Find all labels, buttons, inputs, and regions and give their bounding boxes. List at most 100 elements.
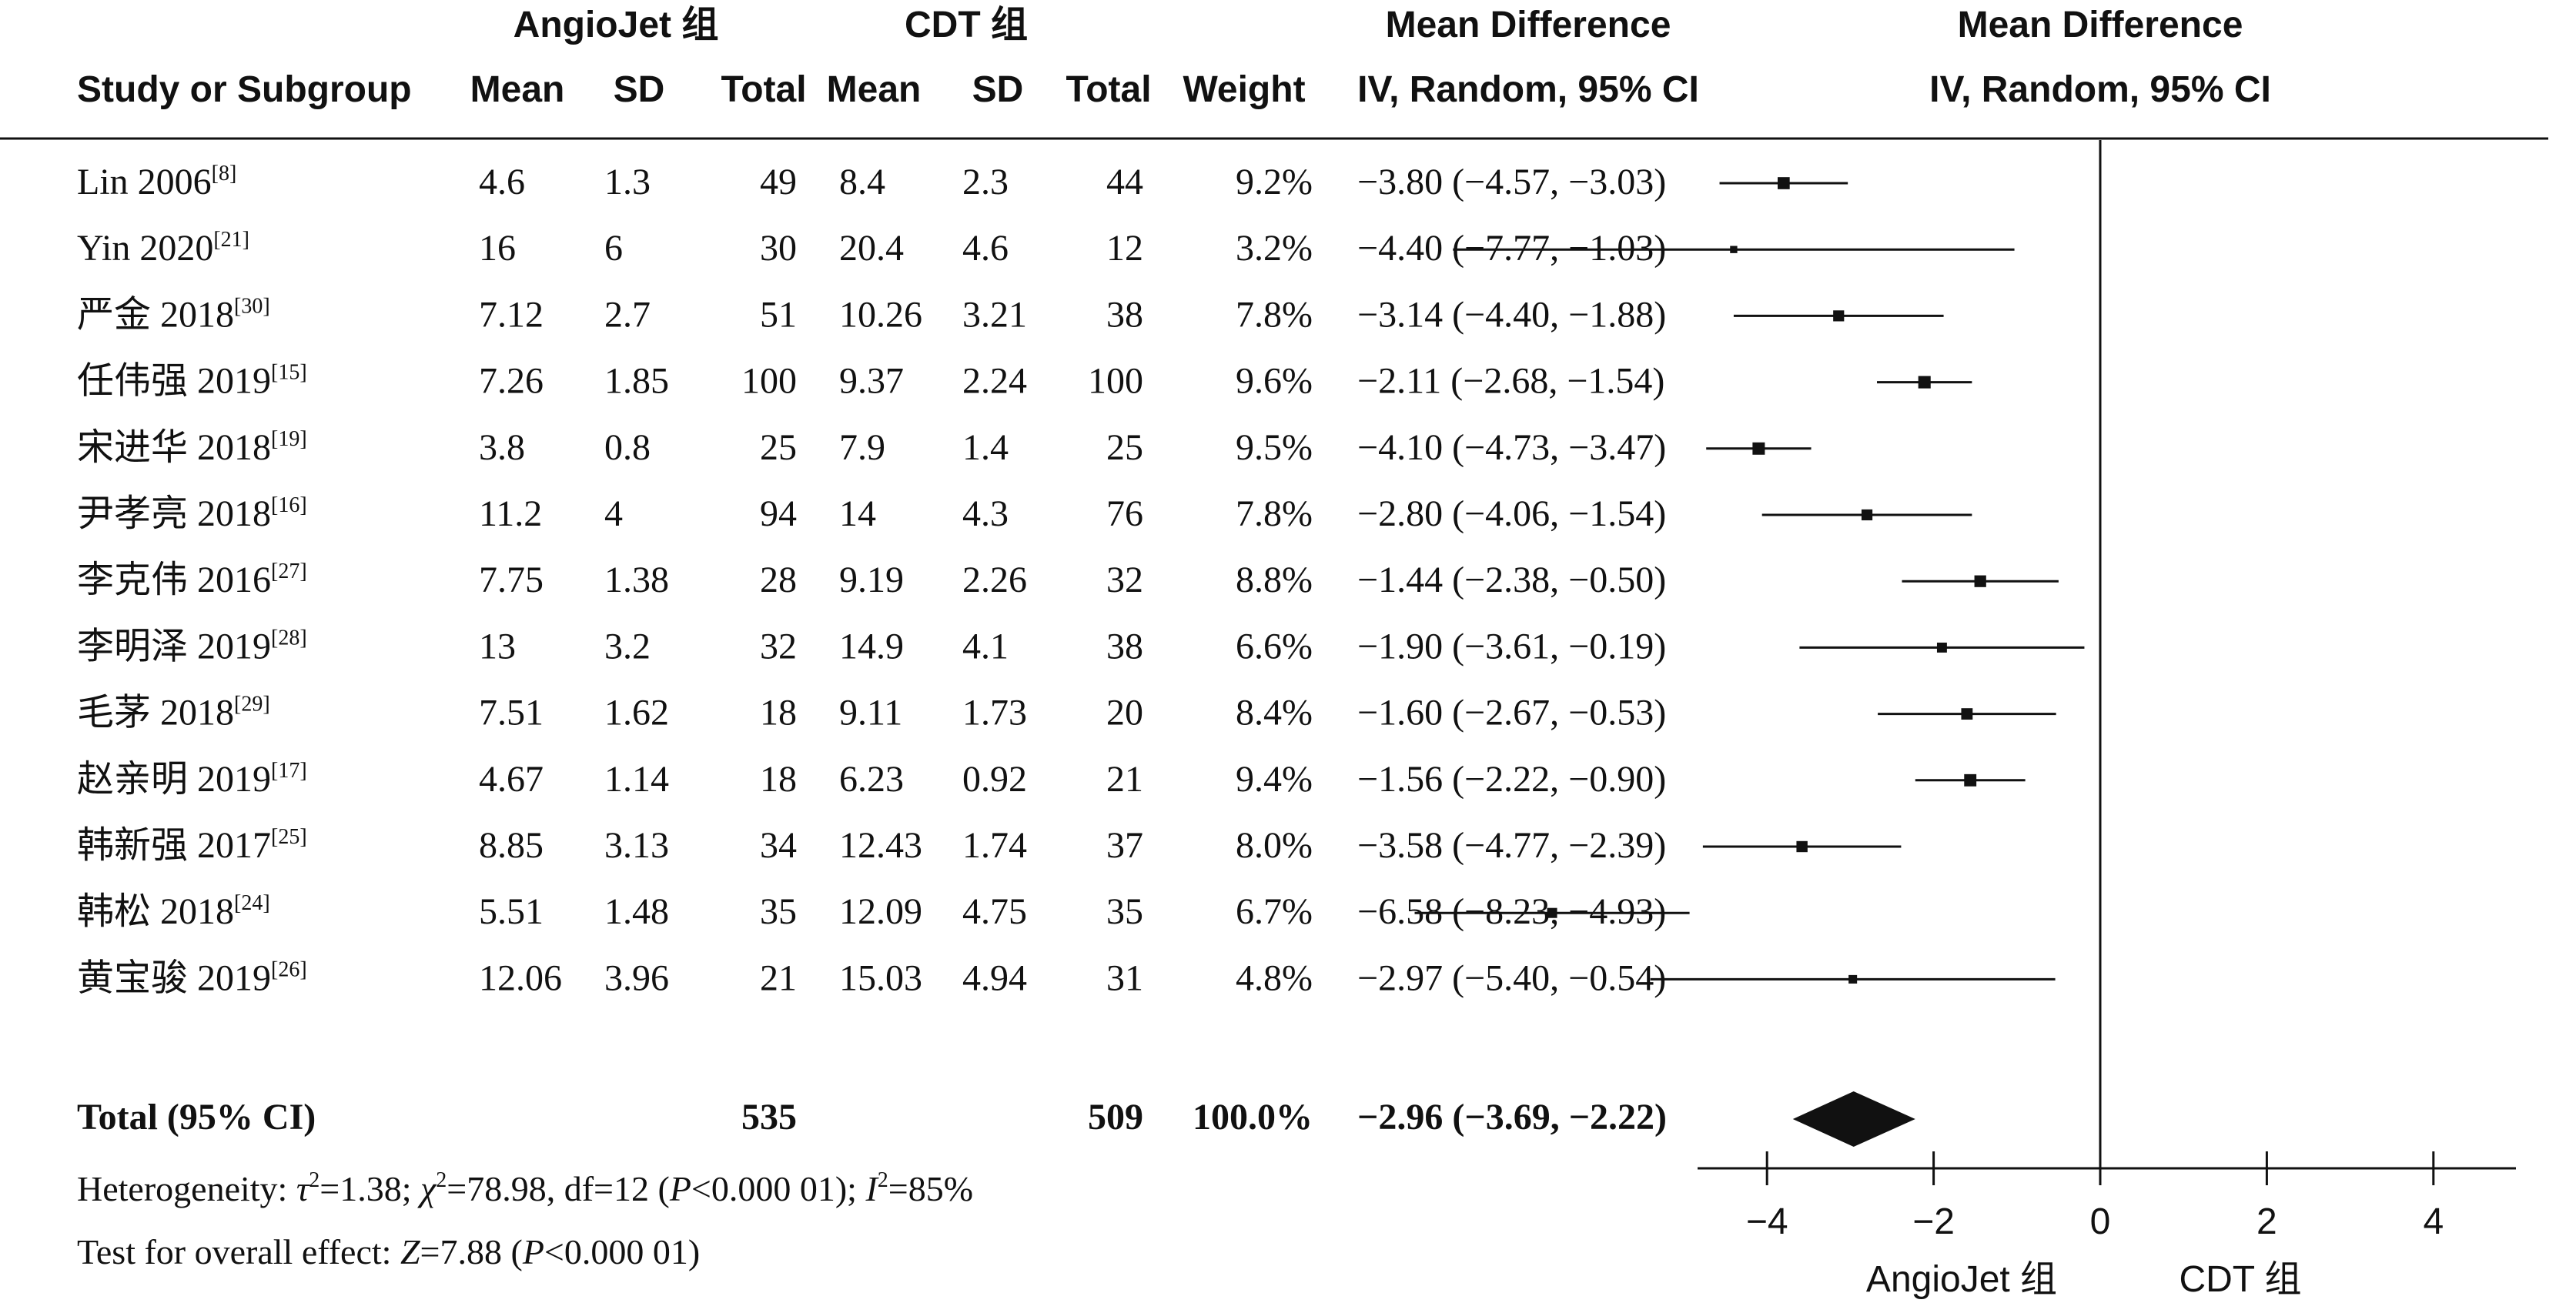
effect-square xyxy=(1936,642,1947,653)
study-name: 韩新强 2017[25] xyxy=(77,825,307,866)
mean1-cell: 12.06 xyxy=(479,957,562,998)
total2-cell: 20 xyxy=(1106,693,1143,733)
md-header-title: Mean Difference xyxy=(1386,5,1671,45)
total-n2: 509 xyxy=(1088,1097,1143,1138)
sd2-cell: 4.94 xyxy=(962,957,1027,998)
sd1-cell: 4 xyxy=(604,493,623,534)
total1-cell: 18 xyxy=(760,759,797,800)
x-axis-ticks: −4 −2 0 2 4 xyxy=(1746,1151,2444,1242)
study-name: 李明泽 2019[28] xyxy=(77,626,307,667)
total2-cell: 12 xyxy=(1106,228,1143,269)
mean1-header: Mean xyxy=(470,69,565,110)
x-tick-label: 4 xyxy=(2423,1201,2444,1242)
mean1-cell: 4.67 xyxy=(479,759,544,800)
effect-square xyxy=(1730,246,1738,253)
weight-cell: 6.6% xyxy=(1236,626,1313,667)
total2-header: Total xyxy=(1066,69,1151,110)
mean1-cell: 5.51 xyxy=(479,891,544,932)
ci-cell: −1.60 (−2.67, −0.53) xyxy=(1357,693,1666,733)
total-n1: 535 xyxy=(741,1097,797,1138)
weight-cell: 8.0% xyxy=(1236,825,1313,866)
ci-cell: −1.44 (−2.38, −0.50) xyxy=(1357,560,1666,600)
effect-square xyxy=(1752,442,1765,455)
sd1-cell: 3.13 xyxy=(604,825,669,866)
weight-cell: 7.8% xyxy=(1236,294,1313,335)
weight-cell: 9.4% xyxy=(1236,759,1313,800)
effect-square xyxy=(1961,708,1973,720)
heterogeneity-text: Heterogeneity: τ2=1.38; χ2=78.98, df=12 … xyxy=(77,1168,973,1208)
sd2-cell: 0.92 xyxy=(962,759,1027,800)
study-name: 任伟强 2019[15] xyxy=(77,361,307,402)
total1-cell: 49 xyxy=(760,162,797,202)
mean2-cell: 9.11 xyxy=(839,693,902,733)
mean2-cell: 12.43 xyxy=(839,825,922,866)
total1-cell: 34 xyxy=(760,825,797,866)
ci-cell: −3.80 (−4.57, −3.03) xyxy=(1357,162,1666,202)
total2-cell: 76 xyxy=(1106,493,1143,534)
study-name: 尹孝亮 2018[16] xyxy=(77,493,307,534)
mean1-cell: 11.2 xyxy=(479,493,542,534)
mean2-header: Mean xyxy=(827,69,922,110)
total1-cell: 100 xyxy=(741,361,797,402)
sd1-cell: 1.14 xyxy=(604,759,669,800)
study-name: Yin 2020[21] xyxy=(77,228,249,269)
effect-square xyxy=(1918,376,1931,389)
study-name: 严金 2018[30] xyxy=(77,294,270,335)
sd1-cell: 3.2 xyxy=(604,626,651,667)
effect-square xyxy=(1964,773,1977,787)
mean2-cell: 15.03 xyxy=(839,957,922,998)
mean2-cell: 14 xyxy=(839,493,876,534)
sd1-cell: 2.7 xyxy=(604,294,651,335)
sd1-cell: 1.48 xyxy=(604,891,669,932)
weight-cell: 7.8% xyxy=(1236,493,1313,534)
mean1-cell: 7.51 xyxy=(479,693,544,733)
effect-square xyxy=(1833,310,1845,322)
ci-cell: −2.80 (−4.06, −1.54) xyxy=(1357,493,1666,534)
mean1-cell: 8.85 xyxy=(479,825,544,866)
x-tick-label: −2 xyxy=(1912,1201,1955,1242)
sd1-header: SD xyxy=(614,69,665,110)
total1-cell: 21 xyxy=(760,957,797,998)
study-name: 赵亲明 2019[17] xyxy=(77,759,307,800)
total1-cell: 30 xyxy=(760,228,797,269)
weight-cell: 3.2% xyxy=(1236,228,1313,269)
x-tick-label: 2 xyxy=(2257,1201,2277,1242)
total-label: Total (95% CI) xyxy=(77,1097,316,1138)
mean1-cell: 13 xyxy=(479,626,516,667)
ci-cell: −2.11 (−2.68, −1.54) xyxy=(1357,361,1664,402)
ci-cell: −1.56 (−2.22, −0.90) xyxy=(1357,759,1666,800)
weight-cell: 4.8% xyxy=(1236,957,1313,998)
group2-header: CDT 组 xyxy=(905,5,1028,45)
sd1-cell: 3.96 xyxy=(604,957,669,998)
weight-cell: 9.2% xyxy=(1236,162,1313,202)
sd2-cell: 4.6 xyxy=(962,228,1009,269)
total2-cell: 44 xyxy=(1106,162,1143,202)
sd2-cell: 2.3 xyxy=(962,162,1009,202)
mean1-cell: 7.12 xyxy=(479,294,544,335)
total2-cell: 25 xyxy=(1106,427,1143,468)
sd2-cell: 1.4 xyxy=(962,427,1009,468)
sd2-cell: 4.3 xyxy=(962,493,1009,534)
study-name: 李克伟 2016[27] xyxy=(77,560,307,600)
mean1-cell: 16 xyxy=(479,228,516,269)
sd1-cell: 0.8 xyxy=(604,427,651,468)
total1-cell: 18 xyxy=(760,693,797,733)
md-header-sub: IV, Random, 95% CI xyxy=(1357,69,1699,110)
study-name: 黄宝骏 2019[26] xyxy=(77,957,307,998)
mean1-cell: 4.6 xyxy=(479,162,525,202)
ci-cell: −1.90 (−3.61, −0.19) xyxy=(1357,626,1666,667)
effect-square xyxy=(1778,177,1790,189)
weight-cell: 9.5% xyxy=(1236,427,1313,468)
total2-cell: 38 xyxy=(1106,294,1143,335)
plot-header-sub: IV, Random, 95% CI xyxy=(1929,69,2271,110)
study-name: 毛茅 2018[29] xyxy=(77,693,270,733)
total2-cell: 37 xyxy=(1106,825,1143,866)
study-column-header: Study or Subgroup xyxy=(77,69,412,110)
effect-square xyxy=(1848,974,1858,984)
total1-cell: 28 xyxy=(760,560,797,600)
total1-header: Total xyxy=(721,69,806,110)
ci-cell: −4.10 (−4.73, −3.47) xyxy=(1357,427,1666,468)
effect-square xyxy=(1861,509,1873,521)
total-ci: −2.96 (−3.69, −2.22) xyxy=(1357,1097,1667,1138)
group1-header: AngioJet 组 xyxy=(514,5,719,45)
